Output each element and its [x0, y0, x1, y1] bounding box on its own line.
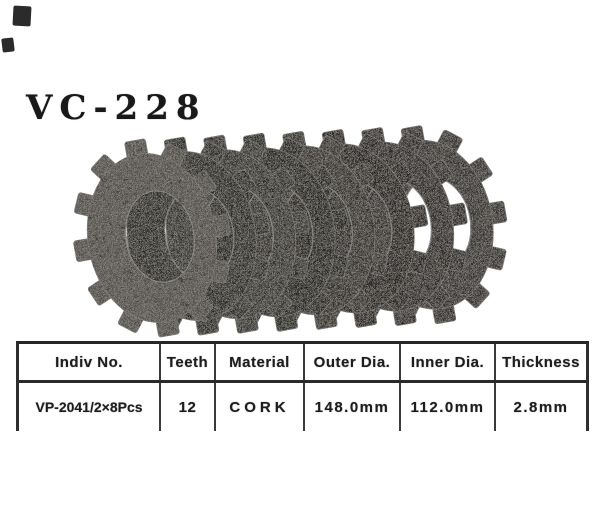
- header-teeth: Teeth: [161, 344, 216, 380]
- header-outer-dia: Outer Dia.: [305, 344, 401, 380]
- value-inner-dia: 112.0mm: [401, 383, 496, 431]
- value-thickness: 2.8mm: [513, 398, 569, 416]
- header-inner-dia: Inner Dia.: [401, 344, 496, 380]
- value-indiv-no: VP-2041/2×8Pcs: [19, 383, 161, 431]
- clutch-plate: [73, 138, 231, 338]
- value-outer-dia: 148.0mm: [305, 383, 401, 431]
- plate-inner-rim: [124, 190, 195, 283]
- value-teeth: 12: [161, 383, 216, 431]
- spec-table-data-row: VP-2041/2×8Pcs 12 CORK 148.0mm 112.0mm 2…: [19, 383, 586, 431]
- header-material: Material: [216, 344, 305, 380]
- clutch-plate-stack: [73, 125, 508, 338]
- part-number-title: VC-228: [26, 88, 207, 128]
- spec-table: Indiv No. Teeth Material Outer Dia. Inne…: [16, 341, 589, 431]
- header-thickness: Thickness: [502, 353, 580, 371]
- spec-table-header-row: Indiv No. Teeth Material Outer Dia. Inne…: [19, 344, 586, 383]
- header-indiv-no: Indiv No.: [19, 344, 161, 380]
- value-material: CORK: [216, 383, 305, 431]
